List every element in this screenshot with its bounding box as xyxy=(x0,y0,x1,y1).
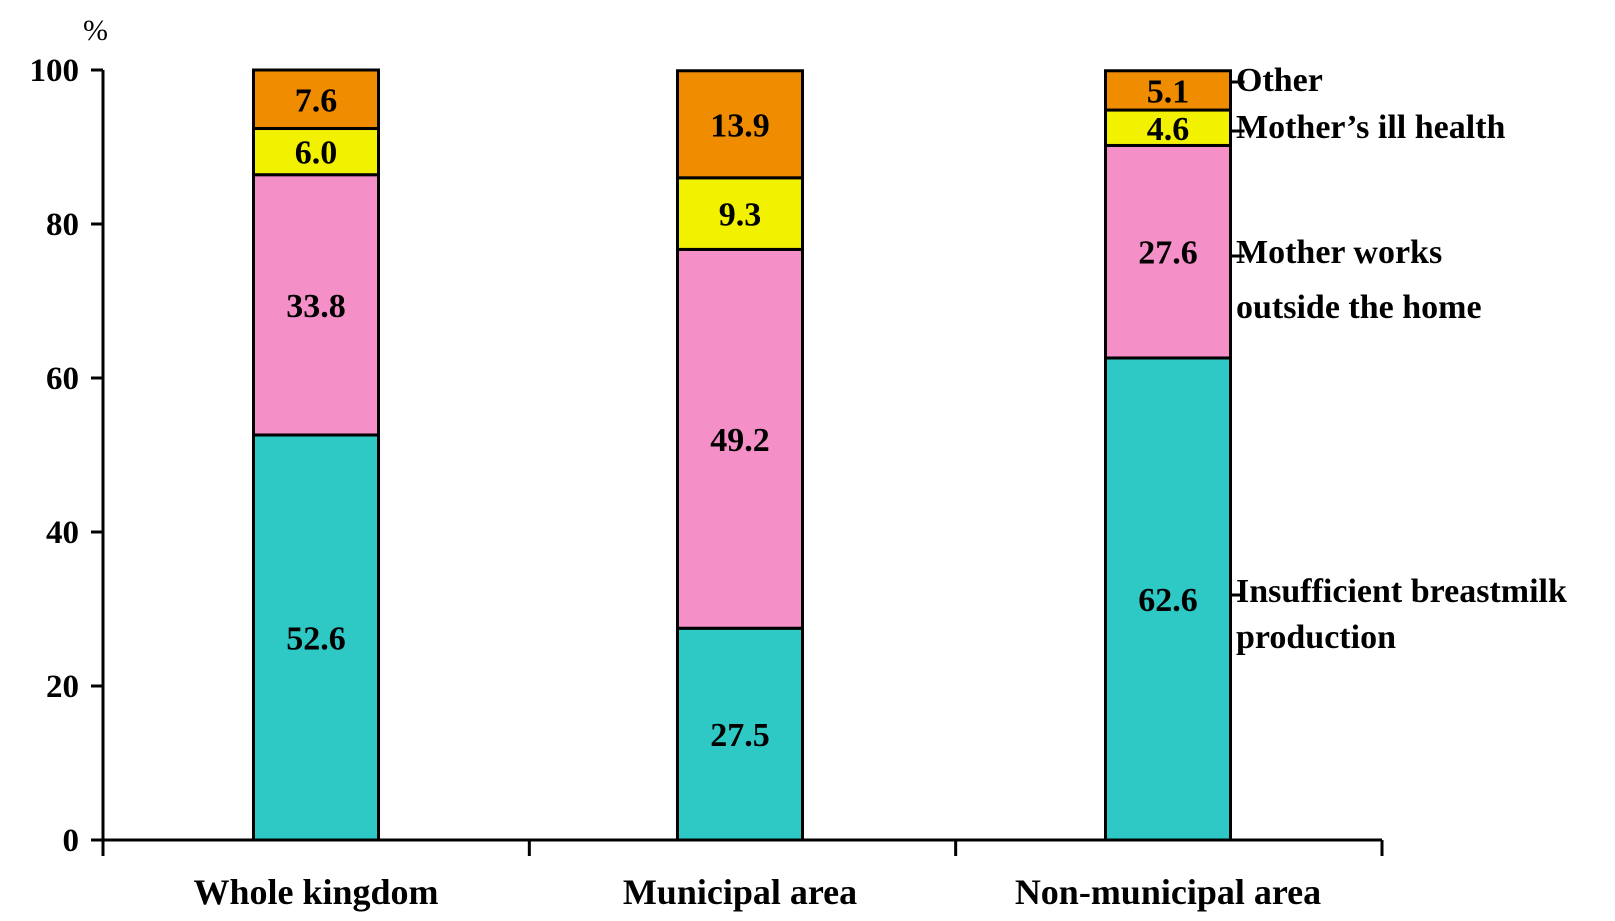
bar-segment-whole-kingdom-insufficient-breastmilk-production xyxy=(252,433,380,842)
y-tick-label: 40 xyxy=(46,515,79,551)
data-label-non-municipal-area-other: 5.1 xyxy=(1147,73,1190,110)
y-tick-label: 0 xyxy=(63,823,80,859)
bar-segment-municipal-area-other xyxy=(676,69,804,180)
y-tick-label: 100 xyxy=(30,53,80,89)
y-axis-unit: % xyxy=(83,14,108,47)
bar-segment-whole-kingdom-other xyxy=(252,68,380,131)
data-label-whole-kingdom-mother-works-outside-the-home: 33.8 xyxy=(286,288,346,325)
data-label-non-municipal-area-mother-s-ill-health: 4.6 xyxy=(1147,111,1190,148)
y-tick-label: 80 xyxy=(46,207,79,243)
bars-group: 52.6 33.8 6.0 7.6 27.5 49.2 9.3 13.9 62.6 27.6 4.6… xyxy=(252,68,1232,842)
x-category-label-municipal-area: Municipal area xyxy=(623,872,857,912)
data-label-municipal-area-insufficient-breastmilk-production: 27.5 xyxy=(710,717,770,754)
legend-label-mother-works-outside-the-home: Mother works xyxy=(1236,234,1442,271)
legend-label-mother-works-outside-the-home: outside the home xyxy=(1236,289,1482,326)
legend-label-insufficient-breastmilk-production: production xyxy=(1236,619,1396,656)
data-label-whole-kingdom-other: 7.6 xyxy=(295,82,338,119)
bar-segment-municipal-area-mother-works-outside-the-home xyxy=(676,247,804,630)
bar-segment-municipal-area-mother-s-ill-health xyxy=(676,176,804,251)
data-label-whole-kingdom-mother-s-ill-health: 6.0 xyxy=(295,135,338,172)
y-tick-label: 20 xyxy=(46,669,79,705)
bar-segment-whole-kingdom-mother-works-outside-the-home xyxy=(252,173,380,437)
axes-group: 0 20 40 60 80 100 Whole kingdom Municipal area N… xyxy=(30,53,1384,912)
data-label-whole-kingdom-insufficient-breastmilk-production: 52.6 xyxy=(286,620,346,657)
legend-label-mother-s-ill-health: Mother’s ill health xyxy=(1236,109,1506,146)
data-label-non-municipal-area-mother-works-outside-the-home: 27.6 xyxy=(1138,235,1198,272)
bar-segment-non-municipal-area-mother-works-outside-the-home xyxy=(1104,143,1232,360)
data-label-municipal-area-mother-s-ill-health: 9.3 xyxy=(719,197,762,234)
legend-label-other: Other xyxy=(1236,62,1323,99)
bar-segment-non-municipal-area-mother-s-ill-health xyxy=(1104,108,1232,147)
legend-group: Insufficient breastmilk production Mother … xyxy=(1230,62,1567,656)
data-label-municipal-area-other: 13.9 xyxy=(710,107,770,144)
data-label-municipal-area-mother-works-outside-the-home: 49.2 xyxy=(710,422,770,459)
y-tick-label: 60 xyxy=(46,361,79,397)
x-category-label-non-municipal-area: Non-municipal area xyxy=(1015,872,1321,912)
bar-segment-non-municipal-area-other xyxy=(1104,69,1232,112)
data-label-non-municipal-area-insufficient-breastmilk-production: 62.6 xyxy=(1138,582,1198,619)
x-category-label-whole-kingdom: Whole kingdom xyxy=(193,872,438,912)
legend-label-insufficient-breastmilk-production: Insufficient breastmilk xyxy=(1236,573,1567,610)
